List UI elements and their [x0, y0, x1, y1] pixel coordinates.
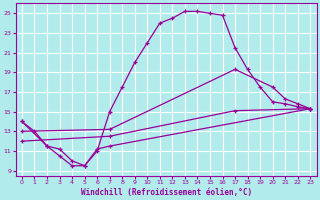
X-axis label: Windchill (Refroidissement éolien,°C): Windchill (Refroidissement éolien,°C)	[81, 188, 252, 197]
